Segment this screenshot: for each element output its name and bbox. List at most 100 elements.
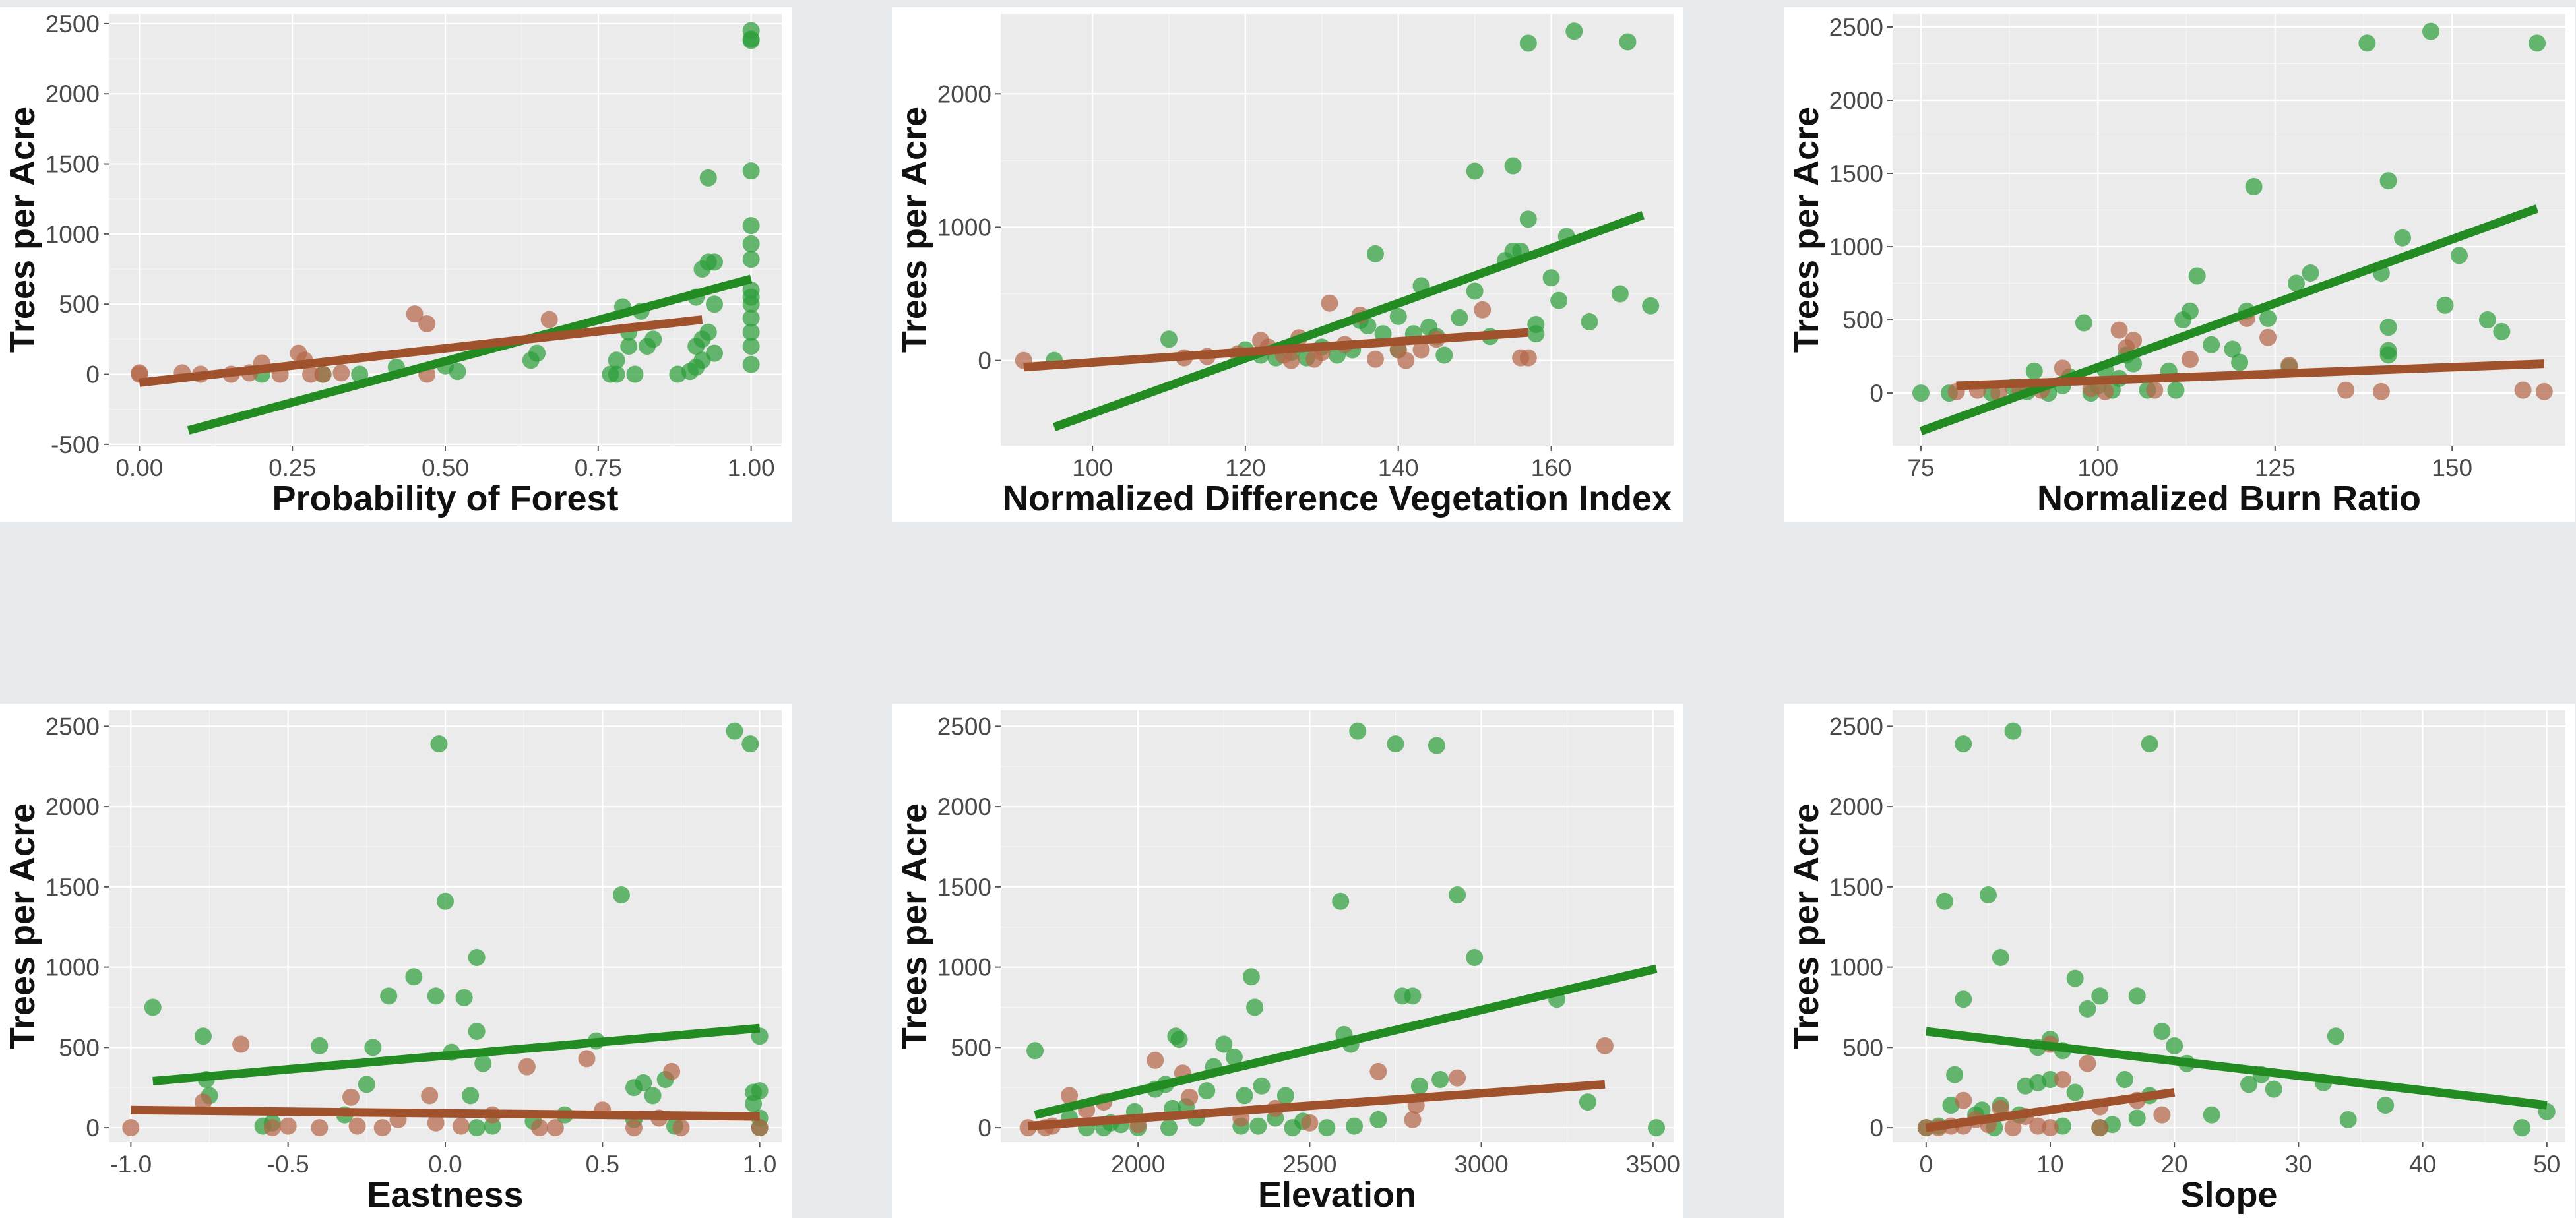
y-tick-label: 2000 (1829, 793, 1883, 820)
green-data-point (699, 169, 717, 187)
green-data-point (1198, 1082, 1216, 1100)
green-data-point (194, 1027, 212, 1045)
brown-data-point (418, 315, 436, 332)
green-data-point (635, 1074, 652, 1091)
green-data-point (2288, 274, 2305, 292)
brown-trend-line (1028, 1080, 1606, 1131)
green-data-point (1410, 1077, 1428, 1095)
brown-data-point (2054, 359, 2071, 377)
brown-data-point (1474, 301, 1492, 319)
brown-data-point (332, 364, 350, 382)
brown-data-point (2514, 381, 2532, 399)
green-data-point (644, 330, 662, 348)
green-data-point (437, 892, 454, 910)
green-data-point (2377, 1096, 2395, 1114)
y-tick-label: 2000 (46, 793, 100, 820)
green-data-point (2302, 264, 2319, 282)
green-data-point (742, 217, 760, 235)
brown-data-point (2337, 381, 2355, 399)
plot-background (1893, 710, 2565, 1142)
x-tick-label: 125 (2255, 454, 2296, 481)
x-axis-title: Normalized Burn Ratio (2037, 479, 2421, 518)
green-data-point (742, 235, 760, 253)
brown-data-point (232, 1035, 250, 1053)
green-data-point (1466, 948, 1484, 966)
y-tick-label: 500 (1842, 1034, 1883, 1061)
green-data-point (2358, 34, 2376, 52)
green-data-point (2203, 1106, 2220, 1124)
green-data-point (405, 968, 423, 986)
brown-data-point (751, 1119, 769, 1137)
green-data-point (2188, 267, 2206, 285)
brown-data-point (348, 1117, 366, 1135)
green-data-point (742, 355, 760, 373)
green-data-point (1466, 162, 1484, 180)
green-data-point (1428, 737, 1445, 754)
green-trend-line (1919, 204, 2539, 435)
brown-data-point (314, 365, 332, 383)
y-tick-label: 1500 (46, 874, 100, 901)
green-data-point (1318, 1119, 1336, 1137)
brown-data-point (1519, 349, 1537, 367)
scatter-chart: 100 120 140 160 0 1000 2000 Normalized Differen… (895, 14, 1674, 518)
chart-panel-probability-of-forest: 0.00 0.25 0.50 0.75 1.00 -500 0 500 1000 1500 2000… (0, 7, 792, 522)
green-data-point (1215, 1035, 1233, 1053)
green-data-point (2091, 987, 2109, 1005)
brown-data-point (518, 1058, 536, 1076)
green-data-point (742, 251, 760, 268)
y-tick-label: 1000 (937, 214, 991, 241)
green-data-point (2422, 22, 2439, 40)
green-data-point (1550, 291, 1568, 309)
x-tick-label: -0.5 (267, 1151, 309, 1178)
brown-trend-line (1023, 328, 1529, 372)
brown-data-point (2079, 1054, 2096, 1072)
y-tick-label: 0 (86, 1114, 100, 1142)
green-data-point (1955, 735, 1972, 753)
green-data-point (1466, 282, 1484, 300)
green-data-point (2042, 1071, 2059, 1089)
x-tick-label: 30 (2285, 1151, 2312, 1178)
green-data-point (2379, 172, 2397, 190)
brown-data-point (1321, 294, 1338, 312)
x-axis-title: Elevation (1258, 1175, 1416, 1215)
y-tick-label: 1500 (46, 151, 100, 178)
x-tick-label: 0.75 (575, 454, 622, 481)
green-data-point (2259, 309, 2277, 327)
brown-data-point (1369, 1062, 1387, 1080)
green-data-point (706, 253, 723, 271)
brown-data-point (2042, 1119, 2059, 1137)
brown-data-point (406, 305, 424, 323)
brown-data-point (122, 1119, 140, 1137)
green-data-point (1647, 1119, 1665, 1137)
brown-data-point (452, 1117, 470, 1135)
brown-data-point (1147, 1051, 1164, 1069)
brown-data-point (1412, 341, 1430, 359)
x-tick-label: 2000 (1111, 1151, 1165, 1178)
brown-data-point (578, 1050, 596, 1068)
plot-background (1001, 14, 1674, 446)
brown-data-point (2181, 351, 2199, 368)
x-tick-label: 2500 (1282, 1151, 1336, 1178)
brown-data-point (1301, 1114, 1319, 1132)
green-data-point (1581, 313, 1598, 330)
chart-panel-eastness: -1.0 -0.5 0.0 0.5 1.0 0 500 1000 1500 2000 2500 Eas… (0, 704, 792, 1218)
brown-data-point (546, 1119, 564, 1137)
green-data-point (2181, 302, 2199, 320)
x-tick-label: 120 (1225, 454, 1266, 481)
brown-data-point (1366, 350, 1384, 368)
y-axis-title: Trees per Acre (3, 107, 42, 353)
x-axis-title: Slope (2180, 1175, 2277, 1215)
green-data-point (2224, 340, 2242, 358)
brown-data-point (2146, 381, 2164, 399)
green-data-point (612, 886, 630, 904)
green-data-point (1346, 1117, 1364, 1135)
brown-series (131, 305, 558, 383)
green-data-point (358, 1076, 375, 1093)
green-data-point (1504, 157, 1522, 175)
gridlines (1893, 14, 2565, 446)
green-data-point (2245, 178, 2263, 195)
x-tick-label: 0.5 (586, 1151, 619, 1178)
green-data-point (474, 1054, 492, 1072)
y-tick-label: 500 (59, 291, 100, 318)
chart-panel-normalized-burn-ratio: 75 100 125 150 0 500 1000 1500 2000 2500 Normalize… (1784, 7, 2575, 522)
